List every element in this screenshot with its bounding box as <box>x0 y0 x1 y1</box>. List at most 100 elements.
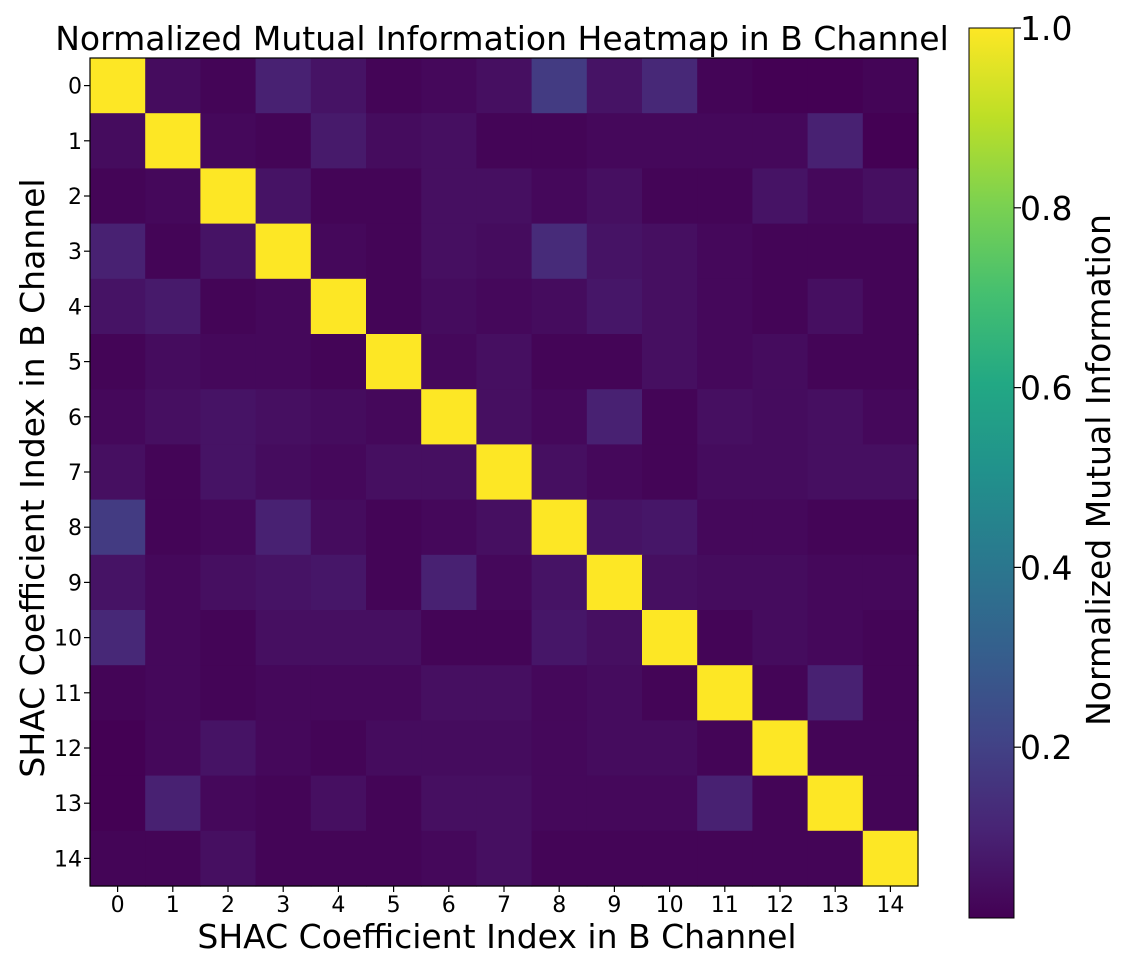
x-tick-label: 5 <box>387 893 401 918</box>
heatmap-cell <box>531 720 588 777</box>
heatmap-cell <box>421 334 477 390</box>
heatmap-cell <box>752 58 809 114</box>
heatmap-cell <box>90 830 146 887</box>
heatmap-cell <box>862 168 919 225</box>
heatmap-cell <box>642 499 698 556</box>
heatmap-cell <box>90 168 146 225</box>
heatmap-cell <box>366 389 422 445</box>
x-tick-label: 11 <box>711 893 739 918</box>
heatmap-cell <box>586 113 643 169</box>
heatmap-cell <box>697 830 753 887</box>
x-tick-label: 10 <box>656 893 684 918</box>
colorbar: 0.2 0.4 0.6 0.8 1.0 Normalized Mutual Inform… <box>968 9 1118 919</box>
heatmap-cell <box>366 223 422 280</box>
heatmap-cell <box>90 775 146 832</box>
y-tick-label: 6 <box>68 406 82 431</box>
heatmap-cell <box>366 775 422 832</box>
y-tick-label: 2 <box>68 185 82 210</box>
heatmap-cell <box>697 334 753 390</box>
heatmap-cell <box>366 610 422 666</box>
heatmap-cell <box>531 554 588 611</box>
heatmap-cell <box>200 113 257 169</box>
heatmap-cell <box>200 720 257 777</box>
heatmap-cell <box>862 113 919 169</box>
heatmap-cell <box>366 720 422 777</box>
heatmap-cell <box>807 830 864 887</box>
heatmap-cell <box>642 720 698 777</box>
heatmap-cell <box>310 610 367 666</box>
heatmap-cell <box>531 334 588 390</box>
heatmap-cell <box>531 168 588 225</box>
heatmap-cell <box>310 58 367 114</box>
heatmap-cell <box>807 113 864 169</box>
heatmap-cell <box>586 444 643 501</box>
heatmap-cell <box>752 113 809 169</box>
heatmap-cell <box>310 168 367 225</box>
heatmap-cell <box>200 278 257 335</box>
heatmap-cell <box>366 334 422 390</box>
heatmap-cell <box>200 389 257 445</box>
heatmap-cell <box>145 499 201 556</box>
heatmap-cell <box>145 223 201 280</box>
colorbar-tick-label: 0.8 <box>1020 189 1072 228</box>
heatmap-cell <box>145 444 201 501</box>
heatmap-cell <box>752 168 809 225</box>
colorbar-tick-label: 0.6 <box>1020 369 1072 408</box>
heatmap-cell <box>807 610 864 666</box>
heatmap-cell <box>807 278 864 335</box>
heatmap-cell <box>255 113 312 169</box>
y-tick-label: 13 <box>54 792 82 817</box>
heatmap-cell <box>366 58 422 114</box>
heatmap-cell <box>642 58 698 114</box>
heatmap-cell <box>476 610 533 666</box>
heatmap-cell <box>752 444 809 501</box>
heatmap-cell <box>310 720 367 777</box>
colorbar-gradient <box>968 27 1015 919</box>
heatmap-cell <box>366 113 422 169</box>
heatmap-cell <box>586 830 643 887</box>
y-tick-label: 9 <box>68 571 82 596</box>
heatmap-cell <box>586 278 643 335</box>
heatmap-cell <box>310 444 367 501</box>
heatmap-cell <box>752 554 809 611</box>
heatmap-cell <box>145 58 201 114</box>
x-tick-label: 6 <box>442 893 456 918</box>
heatmap-cell <box>752 720 809 777</box>
heatmap-cell <box>421 554 477 611</box>
heatmap-cell <box>421 113 477 169</box>
heatmap-cell <box>145 830 201 887</box>
heatmap-cell <box>145 665 201 721</box>
heatmap-cell <box>697 499 753 556</box>
heatmap-cell <box>531 278 588 335</box>
heatmap-cell <box>421 278 477 335</box>
heatmap-cell <box>145 278 201 335</box>
heatmap-cell <box>642 830 698 887</box>
heatmap-cell <box>586 665 643 721</box>
heatmap-cell <box>752 775 809 832</box>
x-tick-label: 0 <box>111 893 125 918</box>
heatmap-cell <box>310 554 367 611</box>
heatmap-cell <box>200 610 257 666</box>
heatmap-cell <box>807 168 864 225</box>
heatmap-cell <box>476 223 533 280</box>
heatmap-cell <box>200 830 257 887</box>
heatmap-cell <box>255 720 312 777</box>
heatmap-cell <box>145 720 201 777</box>
heatmap-cell <box>90 554 146 611</box>
heatmap-cell <box>90 610 146 666</box>
heatmap-cell <box>862 720 919 777</box>
heatmap-cell <box>366 278 422 335</box>
heatmap-cell <box>200 444 257 501</box>
heatmap-cell <box>807 334 864 390</box>
heatmap-cell <box>752 830 809 887</box>
heatmap-cell <box>697 610 753 666</box>
x-tick-label: 12 <box>766 893 794 918</box>
heatmap-cell <box>476 444 533 501</box>
heatmap-cell <box>476 554 533 611</box>
y-tick-label: 1 <box>68 130 82 155</box>
y-tick-label: 3 <box>68 240 82 265</box>
heatmap-cell <box>90 665 146 721</box>
heatmap-cell <box>862 610 919 666</box>
heatmap-cell <box>145 113 201 169</box>
